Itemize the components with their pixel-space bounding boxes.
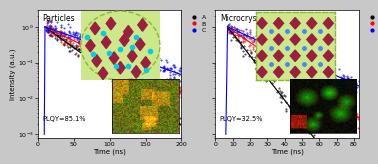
Text: PLQY=32.5%: PLQY=32.5% <box>220 116 263 122</box>
Text: Particles: Particles <box>42 14 75 23</box>
Y-axis label: Intensity (a.u.): Intensity (a.u.) <box>10 48 16 100</box>
X-axis label: Time (ns): Time (ns) <box>271 148 304 155</box>
Legend: A, B, C: A, B, C <box>186 13 208 35</box>
Legend: A, B, C: A, B, C <box>364 13 378 35</box>
Text: PLQY=85.1%: PLQY=85.1% <box>42 116 85 122</box>
X-axis label: Time (ns): Time (ns) <box>93 148 126 155</box>
Text: Microcrystal: Microcrystal <box>220 14 266 23</box>
